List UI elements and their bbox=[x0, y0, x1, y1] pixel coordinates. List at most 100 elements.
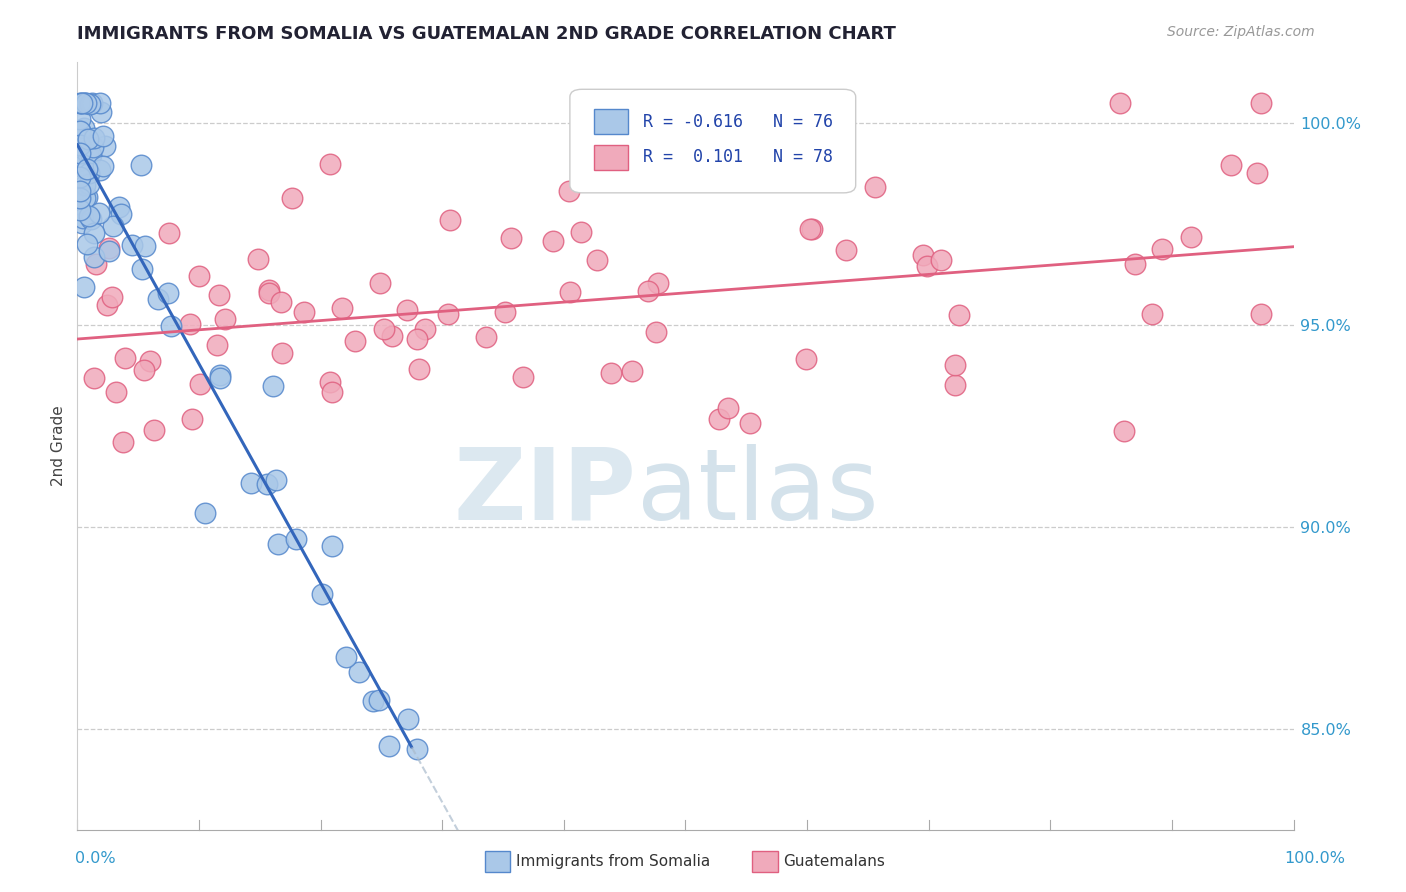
Point bbox=[209, 368, 232, 382]
Point bbox=[1142, 307, 1164, 321]
Point bbox=[96, 297, 118, 311]
Point bbox=[408, 362, 430, 376]
Point bbox=[69, 191, 91, 205]
Point bbox=[637, 284, 659, 298]
Point bbox=[157, 227, 180, 241]
Point bbox=[270, 294, 292, 309]
Point bbox=[246, 252, 269, 266]
Point bbox=[69, 145, 91, 160]
Point bbox=[292, 305, 315, 319]
Point bbox=[264, 473, 287, 487]
Text: R = -0.616   N = 76: R = -0.616 N = 76 bbox=[643, 112, 832, 130]
Point bbox=[512, 369, 534, 384]
Point bbox=[77, 209, 100, 223]
Text: Immigrants from Somalia: Immigrants from Somalia bbox=[516, 855, 710, 869]
Point bbox=[69, 170, 91, 185]
Point bbox=[70, 95, 93, 110]
Point bbox=[80, 212, 103, 227]
Point bbox=[70, 153, 93, 167]
Point bbox=[98, 241, 121, 255]
Point bbox=[73, 280, 96, 294]
Point bbox=[645, 325, 668, 339]
Point bbox=[69, 184, 91, 198]
Point bbox=[285, 532, 308, 546]
Point bbox=[69, 124, 91, 138]
Point bbox=[70, 141, 93, 155]
Point bbox=[863, 179, 886, 194]
Point bbox=[80, 148, 103, 162]
Point bbox=[912, 248, 935, 262]
Point bbox=[83, 251, 105, 265]
Bar bbox=[595, 145, 628, 169]
Point bbox=[381, 328, 404, 343]
Point bbox=[740, 416, 762, 430]
Text: ZIP: ZIP bbox=[454, 443, 637, 541]
Point bbox=[76, 236, 98, 251]
Point bbox=[586, 252, 609, 267]
Point bbox=[143, 423, 166, 437]
Point bbox=[114, 351, 136, 365]
Point bbox=[121, 237, 143, 252]
Point bbox=[349, 665, 371, 679]
Point bbox=[73, 120, 96, 135]
Point bbox=[929, 253, 952, 268]
Point bbox=[1150, 242, 1173, 256]
Point bbox=[208, 288, 231, 302]
FancyBboxPatch shape bbox=[569, 89, 856, 193]
Point bbox=[943, 378, 966, 392]
Point bbox=[475, 330, 498, 344]
Point bbox=[1114, 424, 1136, 438]
Point bbox=[437, 306, 460, 320]
Point bbox=[396, 712, 419, 726]
Point bbox=[107, 200, 129, 214]
Point bbox=[89, 95, 111, 110]
Point bbox=[945, 358, 967, 372]
Point bbox=[257, 285, 280, 300]
Point bbox=[367, 693, 389, 707]
Text: IMMIGRANTS FROM SOMALIA VS GUATEMALAN 2ND GRADE CORRELATION CHART: IMMIGRANTS FROM SOMALIA VS GUATEMALAN 2N… bbox=[77, 25, 896, 43]
Point bbox=[187, 269, 209, 284]
Point bbox=[89, 163, 111, 178]
Point bbox=[569, 225, 592, 239]
Point bbox=[129, 158, 152, 172]
Point bbox=[69, 160, 91, 174]
Point bbox=[69, 124, 91, 138]
Point bbox=[110, 207, 132, 221]
Point bbox=[83, 131, 105, 145]
Point bbox=[72, 95, 94, 110]
Point bbox=[77, 166, 100, 180]
Point bbox=[83, 226, 105, 240]
Point bbox=[647, 276, 669, 290]
Point bbox=[188, 376, 211, 391]
Point bbox=[77, 177, 100, 191]
Point bbox=[280, 191, 302, 205]
Point bbox=[134, 363, 156, 377]
Text: 100.0%: 100.0% bbox=[1284, 851, 1346, 865]
Point bbox=[541, 234, 564, 248]
Point bbox=[76, 189, 98, 203]
Point bbox=[93, 128, 115, 143]
Point bbox=[240, 476, 263, 491]
Point bbox=[105, 385, 128, 400]
Point bbox=[139, 353, 162, 368]
Point bbox=[70, 216, 93, 230]
Point bbox=[413, 322, 436, 336]
Point bbox=[83, 370, 105, 384]
Point bbox=[82, 95, 104, 110]
Point bbox=[1108, 95, 1130, 110]
Point bbox=[799, 222, 821, 236]
Point bbox=[406, 332, 429, 346]
Point bbox=[97, 244, 120, 258]
Point bbox=[796, 351, 818, 366]
Point bbox=[707, 412, 730, 426]
Point bbox=[156, 285, 179, 300]
Point bbox=[311, 587, 333, 601]
Point bbox=[82, 140, 104, 154]
Point bbox=[159, 318, 181, 333]
Point bbox=[717, 401, 740, 416]
Point bbox=[69, 202, 91, 217]
Point bbox=[76, 162, 98, 177]
Point bbox=[834, 243, 856, 257]
Point bbox=[330, 301, 353, 316]
Point bbox=[1220, 158, 1243, 172]
